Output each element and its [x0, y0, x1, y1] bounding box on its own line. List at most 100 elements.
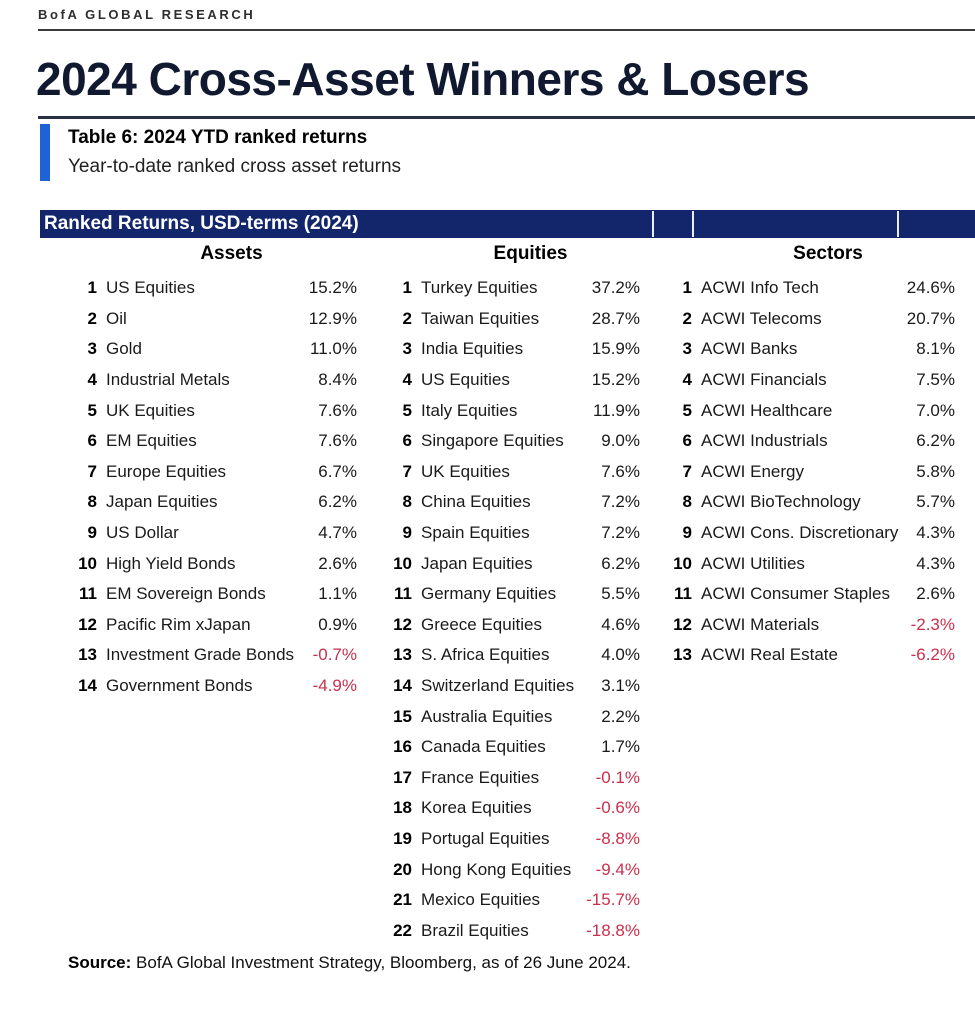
table-row: 4 ACWI Financials 7.5%: [668, 365, 955, 396]
row-value: 7.5%: [916, 370, 955, 390]
table-row: 9 US Dollar 4.7%: [60, 518, 357, 549]
source-text: BofA Global Investment Strategy, Bloombe…: [131, 953, 631, 972]
table-row: 10 Japan Equities 6.2%: [388, 548, 640, 579]
row-name: High Yield Bonds: [106, 553, 236, 573]
table-row: 7 Europe Equities 6.7%: [60, 457, 357, 488]
row-rank: 6: [87, 431, 97, 451]
table-row: 11 ACWI Consumer Staples 2.6%: [668, 579, 955, 610]
row-value: -0.6%: [595, 798, 640, 818]
row-value: 20.7%: [906, 308, 955, 328]
table-row: 11 Germany Equities 5.5%: [388, 579, 640, 610]
banner-separator: [897, 211, 899, 237]
row-rank: 2: [402, 308, 412, 328]
column-header-equities: Equities: [493, 243, 568, 264]
row-rank: 8: [402, 492, 412, 512]
row-name: ACWI BioTechnology: [701, 492, 861, 512]
row-name: UK Equities: [421, 461, 510, 481]
table-row: 1 US Equities 15.2%: [60, 273, 357, 304]
row-name: Brazil Equities: [421, 920, 529, 940]
row-rank: 11: [394, 584, 412, 604]
table-row: 5 Italy Equities 11.9%: [388, 395, 640, 426]
row-value: 28.7%: [591, 308, 640, 328]
row-rank: 8: [682, 492, 692, 512]
row-rank: 4: [402, 370, 412, 390]
row-name: Industrial Metals: [106, 370, 230, 390]
table-caption: Table 6: 2024 YTD ranked returns Year-to…: [40, 124, 401, 181]
row-rank: 12: [78, 614, 97, 634]
table-row: 22 Brazil Equities -18.8%: [388, 915, 640, 946]
row-rank: 1: [682, 278, 692, 298]
row-rank: 9: [87, 523, 97, 543]
table-row: 10 High Yield Bonds 2.6%: [60, 548, 357, 579]
table-row: 12 Pacific Rim xJapan 0.9%: [60, 610, 357, 641]
row-value: -2.3%: [910, 614, 955, 634]
row-name: Australia Equities: [421, 706, 553, 726]
table-row: 5 ACWI Healthcare 7.0%: [668, 395, 955, 426]
row-name: Europe Equities: [106, 461, 227, 481]
row-rank: 9: [682, 523, 692, 543]
row-name: ACWI Healthcare: [701, 400, 833, 420]
row-value: 8.4%: [318, 370, 357, 390]
row-name: US Equities: [421, 370, 510, 390]
row-name: Taiwan Equities: [421, 308, 540, 328]
row-value: 6.2%: [601, 553, 640, 573]
brand-header: BofA GLOBAL RESEARCH: [38, 7, 256, 22]
row-value: 15.9%: [591, 339, 640, 359]
row-rank: 3: [402, 339, 412, 359]
row-name: EM Equities: [106, 431, 197, 451]
row-rank: 5: [87, 400, 97, 420]
row-name: ACWI Consumer Staples: [701, 584, 890, 604]
row-value: 9.0%: [601, 431, 640, 451]
row-value: 4.0%: [601, 645, 640, 665]
table-banner-label: Ranked Returns, USD-terms (2024): [44, 213, 359, 234]
row-name: Switzerland Equities: [421, 676, 575, 696]
row-name: Japan Equities: [106, 492, 218, 512]
row-value: 11.9%: [593, 400, 640, 420]
row-name: Government Bonds: [106, 676, 253, 696]
table-row: 18 Korea Equities -0.6%: [388, 793, 640, 824]
row-value: 1.1%: [318, 584, 357, 604]
row-name: ACWI Utilities: [701, 553, 805, 573]
table-row: 6 Singapore Equities 9.0%: [388, 426, 640, 457]
row-value: 4.3%: [916, 523, 955, 543]
row-rank: 4: [682, 370, 692, 390]
table-row: 4 Industrial Metals 8.4%: [60, 365, 357, 396]
source-note: Source: BofA Global Investment Strategy,…: [68, 953, 631, 973]
row-value: 12.9%: [308, 308, 357, 328]
row-name: Greece Equities: [421, 614, 542, 634]
row-value: -6.2%: [910, 645, 955, 665]
table-banner: Ranked Returns, USD-terms (2024): [40, 210, 975, 238]
row-name: Canada Equities: [421, 737, 546, 757]
column-sectors-rows: 1 ACWI Info Tech 24.6% 2 ACWI Telecoms 20.7% 3…: [668, 273, 955, 671]
table-row: 14 Switzerland Equities 3.1%: [388, 671, 640, 702]
row-value: -4.9%: [312, 676, 357, 696]
table-row: 9 Spain Equities 7.2%: [388, 518, 640, 549]
row-value: 4.3%: [916, 553, 955, 573]
page-title: 2024 Cross-Asset Winners & Losers: [36, 53, 810, 105]
row-value: 24.6%: [906, 278, 955, 298]
column-sectors: Sectors 1 ACWI Info Tech 24.6% 2 ACWI Teleco…: [668, 242, 955, 671]
row-rank: 22: [393, 920, 412, 940]
row-rank: 15: [393, 706, 412, 726]
row-value: 7.2%: [601, 492, 640, 512]
caption-accent-bar: [40, 124, 50, 181]
row-name: Spain Equities: [421, 523, 530, 543]
row-rank: 6: [682, 431, 692, 451]
banner-separator: [692, 211, 694, 237]
row-name: ACWI Real Estate: [701, 645, 838, 665]
top-rule: [38, 29, 975, 31]
row-name: China Equities: [421, 492, 531, 512]
row-value: 4.7%: [318, 523, 357, 543]
row-value: 37.2%: [591, 278, 640, 298]
row-value: 6.2%: [916, 431, 955, 451]
row-rank: 13: [78, 645, 97, 665]
row-name: Oil: [106, 308, 127, 328]
table-row: 8 Japan Equities 6.2%: [60, 487, 357, 518]
row-name: ACWI Cons. Discretionary: [701, 523, 899, 543]
row-value: 5.7%: [916, 492, 955, 512]
row-value: 7.6%: [318, 400, 357, 420]
row-rank: 20: [393, 859, 412, 879]
table-row: 1 ACWI Info Tech 24.6%: [668, 273, 955, 304]
row-value: -0.7%: [312, 645, 357, 665]
table-row: 4 US Equities 15.2%: [388, 365, 640, 396]
